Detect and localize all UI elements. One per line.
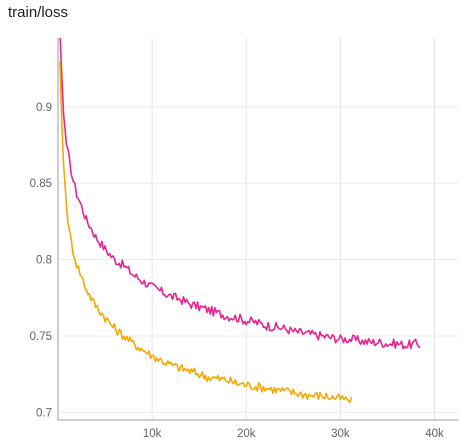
- y-tick-label-1: 0.75: [30, 331, 52, 343]
- series-line-0: [59, 38, 421, 350]
- y-tick-label-4: 0.9: [36, 102, 52, 114]
- x-tick-label-2: 30k: [331, 428, 350, 440]
- chart-title: train/loss: [8, 4, 69, 21]
- x-tick-label-1: 20k: [237, 428, 256, 440]
- y-tick-label-2: 0.8: [36, 255, 52, 267]
- y-tick-label-0: 0.7: [36, 407, 52, 419]
- x-tick-label-3: 40k: [425, 428, 444, 440]
- y-tick-label-3: 0.85: [30, 178, 52, 190]
- series-line-1: [59, 60, 353, 404]
- x-tick-label-0: 10k: [143, 428, 162, 440]
